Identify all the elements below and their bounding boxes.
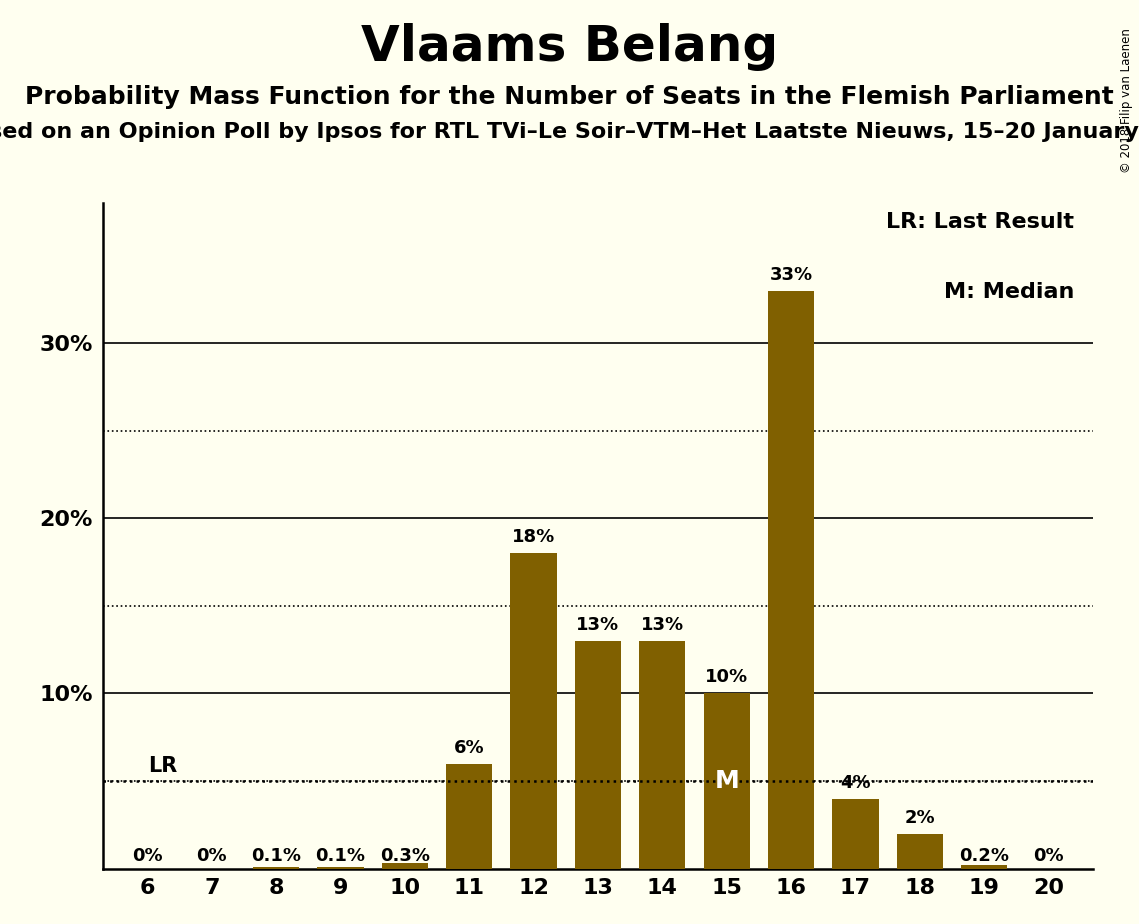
Bar	[639, 641, 686, 869]
Bar	[253, 867, 300, 869]
Text: 0.2%: 0.2%	[959, 847, 1009, 865]
Bar	[833, 798, 878, 869]
Text: 0.1%: 0.1%	[316, 847, 366, 865]
Bar	[318, 867, 363, 869]
Bar	[446, 763, 492, 869]
Text: Probability Mass Function for the Number of Seats in the Flemish Parliament: Probability Mass Function for the Number…	[25, 85, 1114, 109]
Text: 6%: 6%	[454, 738, 484, 757]
Text: 0%: 0%	[1033, 847, 1064, 865]
Text: 33%: 33%	[770, 266, 812, 284]
Bar	[704, 694, 749, 869]
Text: 4%: 4%	[841, 773, 870, 792]
Text: 10%: 10%	[705, 668, 748, 687]
Text: © 2018 Filip van Laenen: © 2018 Filip van Laenen	[1121, 28, 1133, 173]
Bar	[575, 641, 621, 869]
Text: 13%: 13%	[641, 616, 683, 634]
Text: 13%: 13%	[576, 616, 620, 634]
Bar	[961, 865, 1007, 869]
Text: M: M	[714, 769, 739, 793]
Text: LR: Last Result: LR: Last Result	[886, 212, 1074, 232]
Text: 0.3%: 0.3%	[380, 847, 429, 865]
Bar	[510, 553, 557, 869]
Bar	[382, 863, 428, 869]
Text: 2%: 2%	[904, 808, 935, 827]
Text: 0%: 0%	[197, 847, 227, 865]
Bar	[896, 833, 943, 869]
Text: M: Median: M: Median	[944, 282, 1074, 302]
Text: 18%: 18%	[513, 529, 555, 546]
Text: 0.1%: 0.1%	[252, 847, 301, 865]
Text: Vlaams Belang: Vlaams Belang	[361, 23, 778, 71]
Text: 0%: 0%	[132, 847, 163, 865]
Text: LR: LR	[148, 756, 178, 776]
Bar	[768, 291, 814, 869]
Text: Based on an Opinion Poll by Ipsos for RTL TVi–Le Soir–VTM–Het Laatste Nieuws, 15: Based on an Opinion Poll by Ipsos for RT…	[0, 122, 1139, 142]
